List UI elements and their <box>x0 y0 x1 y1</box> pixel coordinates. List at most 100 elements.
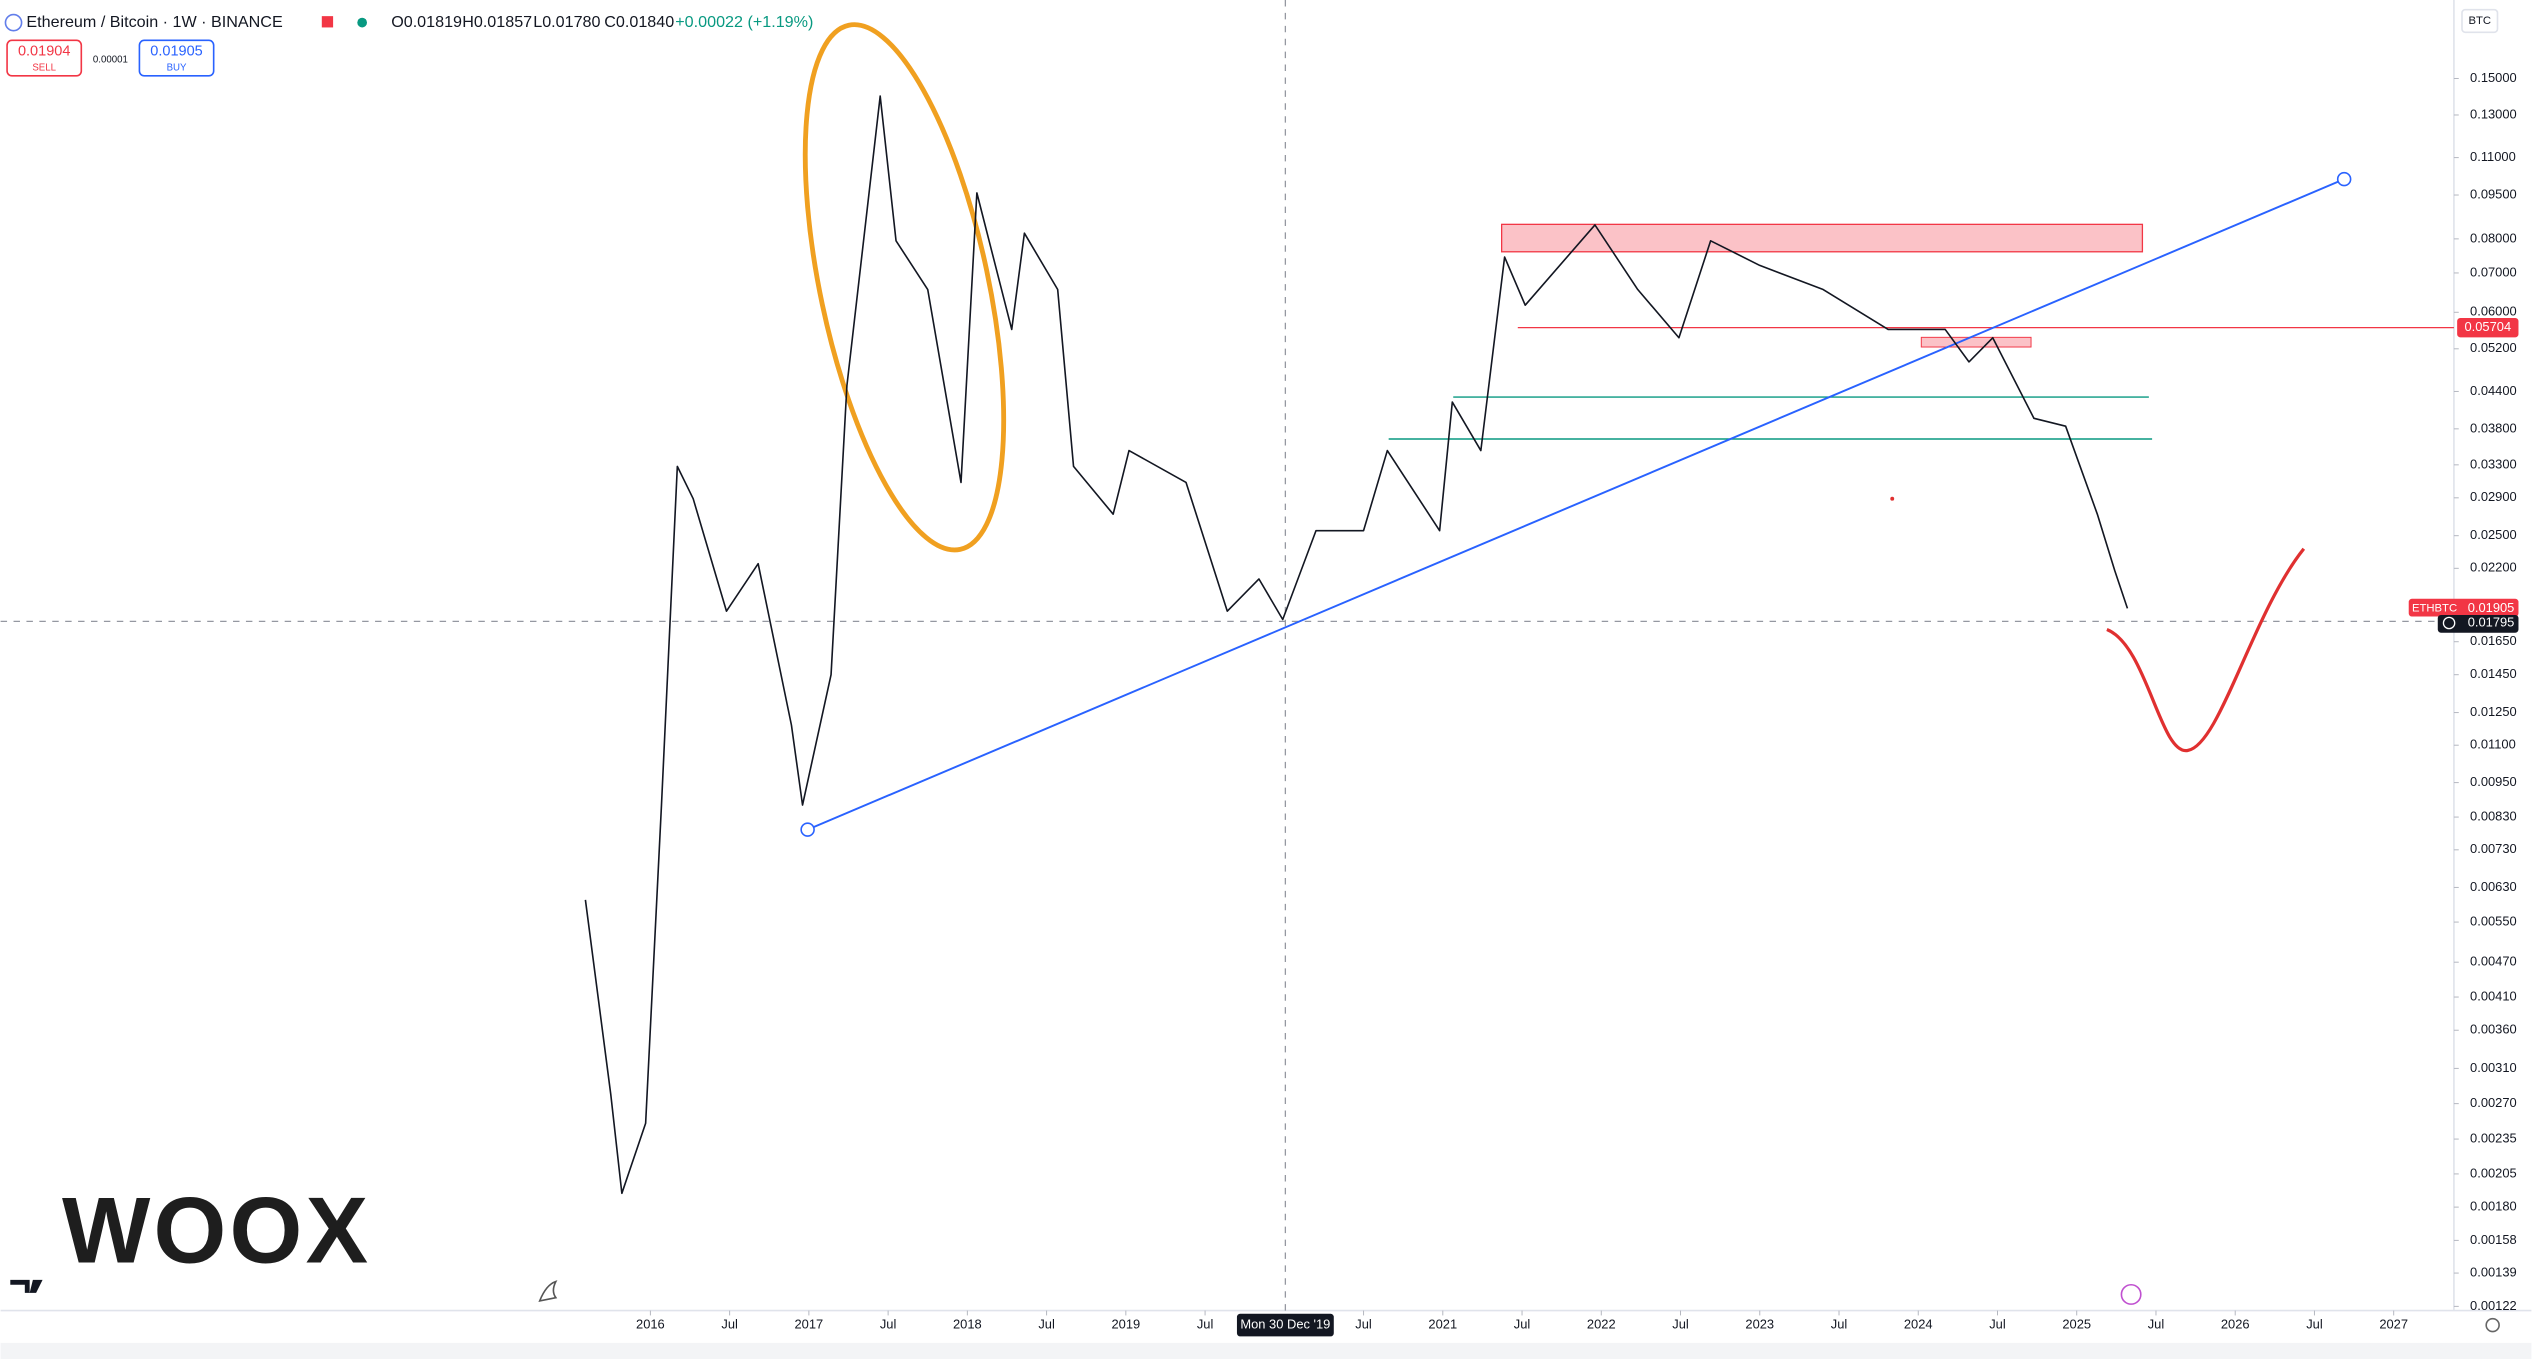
small-zone[interactable] <box>1920 336 2032 348</box>
crosshair-price: 0.01795 <box>2468 614 2515 629</box>
x-tick-label: Jul <box>2306 1317 2323 1332</box>
level-label: 0.05704 <box>2464 319 2511 334</box>
y-tick-label: 0.00270 <box>2470 1095 2517 1110</box>
x-tick-label: Jul <box>2148 1317 2165 1332</box>
dino-icon[interactable] <box>538 1280 558 1302</box>
x-tick-label: Jul <box>1514 1317 1531 1332</box>
x-tick-label: Jul <box>1672 1317 1688 1332</box>
flag[interactable] <box>321 16 334 28</box>
highlight-ellipse <box>802 22 1007 553</box>
y-tick-label: 0.00410 <box>2470 988 2517 1003</box>
y-tick-label: 0.13000 <box>2470 106 2517 121</box>
level-label-bg <box>2457 317 2519 338</box>
crosshair-date-bg <box>1236 1313 1334 1337</box>
y-tick-label: 0.00360 <box>2470 1022 2517 1037</box>
y-tick-label: 0.00830 <box>2470 808 2517 823</box>
ohlc-open: O0.01819 <box>391 13 462 31</box>
y-tick-label: 0.02200 <box>2470 560 2517 575</box>
tv-logo <box>10 1279 43 1293</box>
ticker-label: ETHBTC <box>2412 602 2457 614</box>
y-tick-label: 0.00550 <box>2470 913 2517 928</box>
y-tick-label: 0.01100 <box>2470 737 2516 752</box>
x-tick-label: 2017 <box>795 1317 824 1332</box>
plot <box>584 95 2129 1195</box>
price-unit: BTC <box>2468 15 2491 27</box>
plus-icon[interactable] <box>2442 616 2456 630</box>
y-tick-label: 0.06000 <box>2470 304 2517 319</box>
unit-button[interactable] <box>2461 8 2499 34</box>
symbol-icon <box>4 13 23 32</box>
crosshair-price-bg <box>2437 614 2519 633</box>
x-tick-label: Jul <box>1355 1317 1372 1332</box>
trend-line[interactable] <box>807 178 2345 831</box>
sell-label: SELL <box>32 62 56 73</box>
watermark-logo: WOOX <box>62 1178 371 1283</box>
x-tick-label: 2024 <box>1904 1317 1933 1332</box>
symbol-title[interactable]: Ethereum / Bitcoin · 1W · BINANCE <box>26 13 283 31</box>
x-tick-label: 2027 <box>2379 1317 2408 1332</box>
y-tick-label: 0.15000 <box>2470 70 2517 85</box>
y-tick-label: 0.03800 <box>2470 420 2517 435</box>
price-line <box>584 95 2129 1195</box>
x-tick-label: 2025 <box>2062 1317 2091 1332</box>
y-tick-label: 0.00139 <box>2470 1264 2517 1279</box>
settings-icon[interactable] <box>2485 1317 2500 1333</box>
x-tick-label: 2016 <box>636 1317 665 1332</box>
x-tick-label: Jul <box>1038 1317 1055 1332</box>
sell-price: 0.01904 <box>18 43 70 59</box>
trend-handle[interactable] <box>800 822 815 837</box>
ohlc-close: C0.01840 <box>604 13 674 31</box>
spread: 0.00001 <box>93 54 128 65</box>
x-tick-label: Jul <box>1989 1317 2005 1332</box>
crosshair-date: Mon 30 Dec '19 <box>1240 1317 1330 1332</box>
y-tick-label: 0.01250 <box>2470 704 2517 719</box>
y-tick-label: 0.00630 <box>2470 879 2517 894</box>
last-price-bg <box>2408 598 2519 617</box>
bottom-toolbar <box>0 1342 2532 1359</box>
y-tick-label: 0.00158 <box>2470 1232 2517 1247</box>
x-tick-label: 2026 <box>2221 1317 2250 1332</box>
y-tick-label: 0.00122 <box>2470 1298 2517 1313</box>
trend-handle[interactable] <box>2336 171 2352 187</box>
y-tick-label: 0.11000 <box>2470 149 2516 164</box>
last-price: 0.01905 <box>2468 600 2515 615</box>
y-tick-label: 0.00180 <box>2470 1199 2517 1214</box>
y-tick-label: 0.00730 <box>2470 841 2517 856</box>
event-icon[interactable] <box>2120 1283 2142 1305</box>
buy-label: BUY <box>167 62 187 73</box>
y-tick-label: 0.00310 <box>2470 1060 2517 1075</box>
y-tick-label: 0.01450 <box>2470 666 2517 681</box>
ohlc-low: L0.01780 <box>533 13 600 31</box>
y-tick-label: 0.08000 <box>2470 230 2517 245</box>
x-tick-label: 2022 <box>1587 1317 1616 1332</box>
buy-button[interactable] <box>138 39 215 77</box>
projection-sketch <box>2106 547 2306 753</box>
buy-price: 0.01905 <box>150 43 202 59</box>
x-tick-label: Jul <box>880 1317 897 1332</box>
dot <box>1890 496 1895 501</box>
y-tick-label: 0.00470 <box>2470 954 2517 969</box>
y-tick-label: 0.00235 <box>2470 1130 2517 1145</box>
y-tick-label: 0.02900 <box>2470 489 2517 504</box>
x-tick-label: 2023 <box>1745 1317 1774 1332</box>
y-tick-label: 0.09500 <box>2470 186 2517 201</box>
x-tick-label: 2018 <box>953 1317 982 1332</box>
x-tick-label: 2021 <box>1428 1317 1457 1332</box>
y-tick-label: 0.00950 <box>2470 774 2517 789</box>
y-tick-label: 0.02500 <box>2470 527 2517 542</box>
x-tick-label: Jul <box>1197 1317 1214 1332</box>
y-tick-label: 0.07000 <box>2470 264 2517 279</box>
status-dot <box>357 17 367 28</box>
ohlc-high: H0.01857 <box>462 13 532 31</box>
y-tick-label: 0.04400 <box>2470 383 2517 398</box>
x-tick-label: Jul <box>721 1317 738 1332</box>
x-tick-label: Jul <box>1831 1317 1847 1332</box>
resistance-zone[interactable] <box>1501 223 2144 253</box>
ohlc-change: +0.00022 (+1.19%) <box>675 13 813 31</box>
y-tick-label: 0.01650 <box>2470 633 2517 648</box>
sell-button[interactable] <box>6 39 83 77</box>
y-tick-label: 0.03300 <box>2470 456 2517 471</box>
